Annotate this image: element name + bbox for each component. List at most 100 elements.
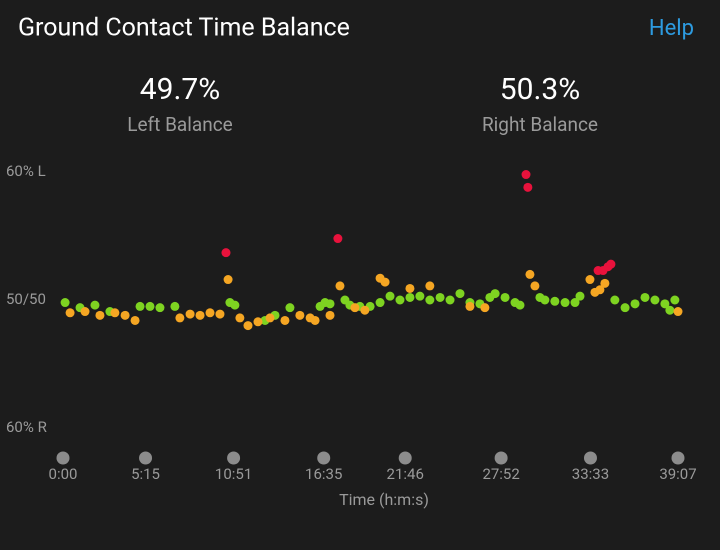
data-point <box>425 281 435 291</box>
data-point <box>660 299 670 309</box>
data-point <box>380 277 390 287</box>
data-point <box>60 298 70 308</box>
data-point <box>650 295 660 305</box>
x-tick-mark <box>139 451 153 465</box>
data-point <box>170 301 180 311</box>
data-point <box>375 298 385 308</box>
data-point <box>155 303 165 313</box>
y-tick-label: 60% R <box>6 418 47 436</box>
data-point <box>550 296 560 306</box>
data-point <box>523 182 533 192</box>
data-point <box>630 299 640 309</box>
data-point <box>521 170 531 180</box>
x-tick-label: 27:52 <box>482 465 519 483</box>
data-point <box>640 292 650 302</box>
x-tick-label: 0:00 <box>49 465 78 483</box>
y-tick-label: 50/50 <box>6 290 46 308</box>
data-point <box>560 298 570 308</box>
data-point <box>480 303 490 313</box>
data-point <box>620 303 630 313</box>
data-point <box>90 300 100 310</box>
help-link[interactable]: Help <box>649 16 694 41</box>
data-point <box>600 278 610 288</box>
data-point <box>235 313 245 323</box>
data-point <box>575 291 585 301</box>
x-tick-label: 16:35 <box>305 465 342 483</box>
data-point <box>205 308 215 318</box>
data-point <box>665 305 675 315</box>
data-point <box>325 310 335 320</box>
data-point <box>110 308 120 318</box>
x-tick-mark <box>583 451 597 465</box>
x-tick-label: 39:07 <box>659 465 696 483</box>
data-point <box>530 281 540 291</box>
data-point <box>673 307 683 317</box>
x-tick-label: 10:51 <box>215 465 252 483</box>
x-tick-label: 5:15 <box>131 465 160 483</box>
x-tick-mark <box>56 451 70 465</box>
data-point <box>595 285 605 295</box>
y-tick-label: 60% L <box>6 162 46 180</box>
data-point <box>280 315 290 325</box>
data-point <box>223 275 233 285</box>
data-point <box>145 301 155 311</box>
x-tick-mark <box>398 451 412 465</box>
data-point <box>610 295 620 305</box>
data-point <box>195 310 205 320</box>
data-point <box>465 301 475 311</box>
data-point <box>360 305 370 315</box>
data-point <box>585 275 595 285</box>
data-point <box>515 300 525 310</box>
data-point <box>310 315 320 325</box>
data-point <box>185 309 195 319</box>
data-point <box>120 310 130 320</box>
x-tick-mark <box>227 451 241 465</box>
data-point <box>80 307 90 317</box>
data-point <box>230 300 240 310</box>
x-axis-label: Time (h:m:s) <box>339 490 429 509</box>
page-title: Ground Contact Time Balance <box>18 14 350 43</box>
data-point <box>405 292 415 302</box>
data-point <box>335 281 345 291</box>
data-point <box>350 303 360 313</box>
x-tick-label: 21:46 <box>387 465 424 483</box>
data-point <box>525 269 535 279</box>
data-point <box>435 292 445 302</box>
data-point <box>540 295 550 305</box>
data-point <box>670 295 680 305</box>
x-tick-label: 33:33 <box>572 465 609 483</box>
data-point <box>285 303 295 313</box>
data-point <box>570 298 580 308</box>
data-point <box>65 308 75 318</box>
data-point <box>215 309 225 319</box>
data-point <box>265 313 275 323</box>
data-point <box>95 310 105 320</box>
data-point <box>253 317 263 327</box>
data-point <box>455 289 465 299</box>
right-balance-label: Right Balance <box>482 113 598 136</box>
data-point <box>445 295 455 305</box>
data-point <box>325 299 335 309</box>
data-point <box>385 291 395 301</box>
right-balance-value: 50.3% <box>500 72 580 107</box>
data-point <box>135 301 145 311</box>
left-balance-label: Left Balance <box>127 113 232 136</box>
x-tick-mark <box>494 451 508 465</box>
data-point <box>395 295 405 305</box>
data-point <box>415 291 425 301</box>
data-point <box>175 313 185 323</box>
data-point <box>606 259 616 269</box>
data-point <box>333 234 343 244</box>
left-balance-value: 49.7% <box>140 72 220 107</box>
x-tick-mark <box>317 451 331 465</box>
data-point <box>425 295 435 305</box>
data-point <box>405 283 415 293</box>
data-point <box>130 315 140 325</box>
data-point <box>500 292 510 302</box>
data-point <box>243 321 253 331</box>
data-point <box>221 248 231 258</box>
x-tick-mark <box>671 451 685 465</box>
